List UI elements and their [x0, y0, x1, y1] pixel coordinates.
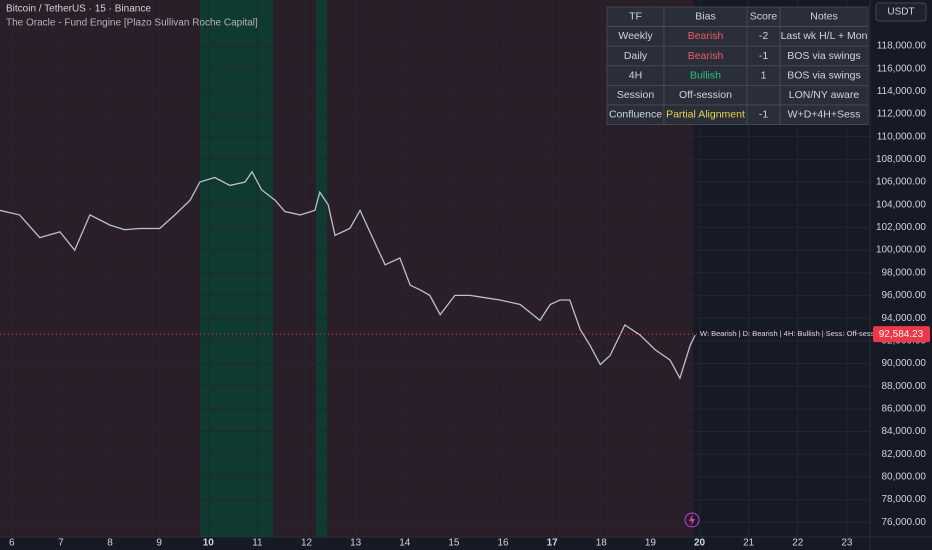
y-tick-label: 102,000.00 — [876, 222, 926, 233]
x-tick-label: 16 — [497, 538, 509, 549]
y-tick-label: 82,000.00 — [882, 449, 927, 460]
x-tick-label: 12 — [301, 538, 313, 549]
y-tick-label: 84,000.00 — [882, 426, 927, 437]
currency-button[interactable] — [875, 2, 927, 22]
table-header: Notes — [810, 11, 837, 23]
bias-table: TF Bias Score Notes Weekly Bearish -2 Last wk H… — [606, 6, 869, 126]
table-text: Bullish — [690, 69, 721, 81]
price-line — [0, 170, 696, 380]
table-text: Last wk H/L + Mon — [781, 30, 868, 42]
y-tick-label: 118,000.00 — [877, 41, 927, 52]
table-text: Partial Alignment — [666, 109, 745, 121]
y-tick-label: 96,000.00 — [882, 290, 927, 301]
x-tick-label: 22 — [792, 538, 804, 549]
y-tick-label: 100,000.00 — [876, 245, 926, 256]
symbol-title: Bitcoin / TetherUS · 15 · Binance — [6, 4, 151, 15]
y-tick-label: 76,000.00 — [882, 517, 927, 528]
table-text: W+D+4H+Sess — [788, 109, 861, 121]
y-tick-label: 88,000.00 — [882, 381, 927, 392]
session-band — [315, 0, 328, 537]
currency-label[interactable]: USDT — [887, 7, 914, 18]
indicator-name: The Oracle - Fund Engine [Plazo Sullivan… — [6, 18, 258, 29]
x-tick-label: 20 — [694, 538, 706, 549]
table-text: 1 — [761, 69, 767, 81]
last-price-box — [873, 326, 930, 343]
x-tick-label: 17 — [547, 538, 559, 549]
x-tick-label: 8 — [107, 538, 113, 549]
table-text: Daily — [624, 50, 648, 62]
plot — [0, 170, 870, 380]
event-icon-bolt — [689, 514, 695, 526]
table-text: -2 — [759, 30, 768, 42]
x-tick-label: 18 — [596, 538, 608, 549]
y-tick-label: 86,000.00 — [882, 403, 927, 414]
y-tick-label: 114,000.00 — [877, 86, 927, 97]
x-tick-label: 14 — [399, 538, 411, 549]
x-tick-label: 19 — [645, 538, 657, 549]
table-text: LON/NY aware — [789, 89, 860, 101]
y-tick-label: 112,000.00 — [877, 109, 927, 120]
event-icon[interactable] — [684, 512, 700, 528]
y-tick-label: 110,000.00 — [877, 131, 927, 142]
status-annotation: W: Bearish | D: Bearish | 4H: Bullish | … — [700, 329, 888, 338]
x-tick-label: 13 — [350, 538, 362, 549]
y-tick-label: 108,000.00 — [876, 154, 926, 165]
last-price-label: 92,584.23 — [879, 329, 924, 340]
y-tick-label: 80,000.00 — [882, 472, 927, 483]
x-tick-label: 10 — [203, 538, 215, 549]
x-tick-label: 9 — [156, 538, 162, 549]
x-tick-label: 7 — [58, 538, 64, 549]
session-band — [199, 0, 274, 537]
x-tick-label: 21 — [743, 538, 755, 549]
y-tick-label: 104,000.00 — [876, 199, 926, 210]
table-text: 4H — [629, 69, 642, 81]
table-text: Session — [617, 89, 655, 101]
table-text: BOS via swings — [787, 69, 861, 81]
table-text: Confluence — [609, 109, 662, 121]
y-tick-label: 116,000.00 — [877, 63, 927, 74]
session-bands — [0, 0, 694, 537]
table-header: TF — [629, 11, 642, 23]
table-text: Off-session — [679, 89, 732, 101]
session-band — [0, 0, 694, 537]
table-header: Score — [750, 11, 778, 23]
table-text: BOS via swings — [787, 50, 861, 62]
x-tick-label: 6 — [9, 538, 15, 549]
y-tick-label: 94,000.00 — [882, 313, 927, 324]
table-text: Bearish — [688, 30, 724, 42]
y-tick-label: 78,000.00 — [882, 494, 927, 505]
table-header: Bias — [695, 11, 715, 23]
table-text: Bearish — [688, 50, 724, 62]
x-tick-label: 11 — [252, 538, 263, 549]
y-tick-label: 90,000.00 — [882, 358, 927, 369]
y-tick-label: 106,000.00 — [876, 177, 926, 188]
table-text: -1 — [759, 109, 768, 121]
table-cell — [746, 85, 781, 106]
x-tick-label: 15 — [448, 538, 460, 549]
table-text: -1 — [759, 50, 768, 62]
table-text: Weekly — [618, 30, 653, 42]
x-tick-label: 23 — [841, 538, 853, 549]
table-cell — [779, 104, 869, 126]
y-tick-label: 98,000.00 — [882, 267, 927, 278]
